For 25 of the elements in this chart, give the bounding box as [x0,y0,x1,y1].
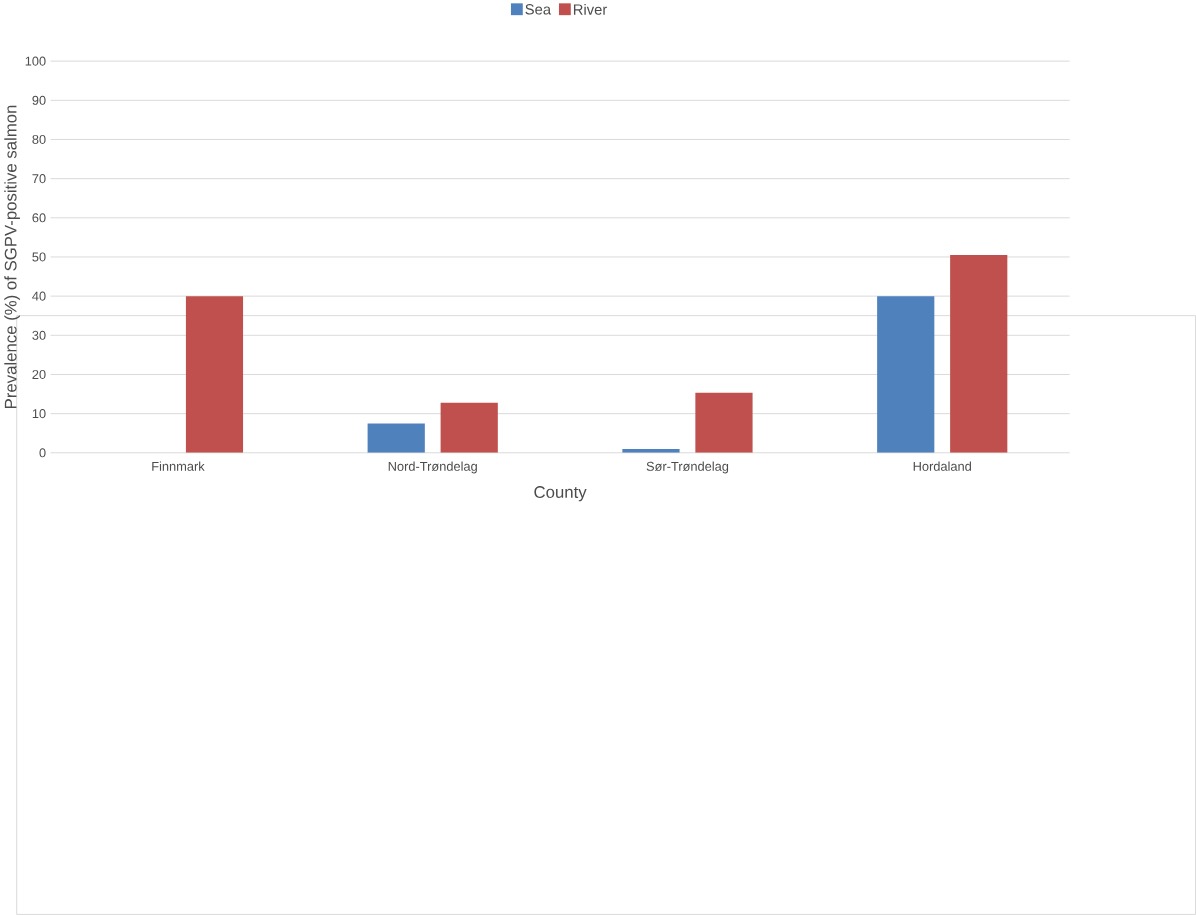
y-tick-label: 10 [32,409,46,419]
legend-label: River [573,3,608,15]
x-axis-title: County [534,486,587,502]
y-tick-label: 0 [39,448,46,458]
bar [950,255,1008,453]
y-tick-label: 90 [32,95,46,105]
y-tick-label: 30 [32,330,46,340]
y-tick-label: 40 [32,291,46,301]
bar [440,402,498,453]
bar [695,392,753,453]
bar [367,423,425,453]
bar [877,296,935,453]
y-tick-label: 70 [32,174,46,184]
legend-label: Sea [525,4,552,15]
y-tick-label: 100 [25,56,46,66]
x-tick-label: Finnmark [152,461,205,471]
y-tick-label: 50 [32,252,46,262]
bar [185,296,244,453]
x-tick-label: Nord-Trøndelag [388,461,477,474]
y-tick-label: 80 [32,134,46,145]
y-tick-label: 20 [32,369,46,380]
x-tick-label: Hordaland [913,461,971,471]
y-tick-label: 60 [32,213,46,223]
y-axis-title: Prevalence (%) of SGPV-positive salmon [4,105,20,409]
x-tick-label: Sør-Trøndelag [646,461,729,474]
